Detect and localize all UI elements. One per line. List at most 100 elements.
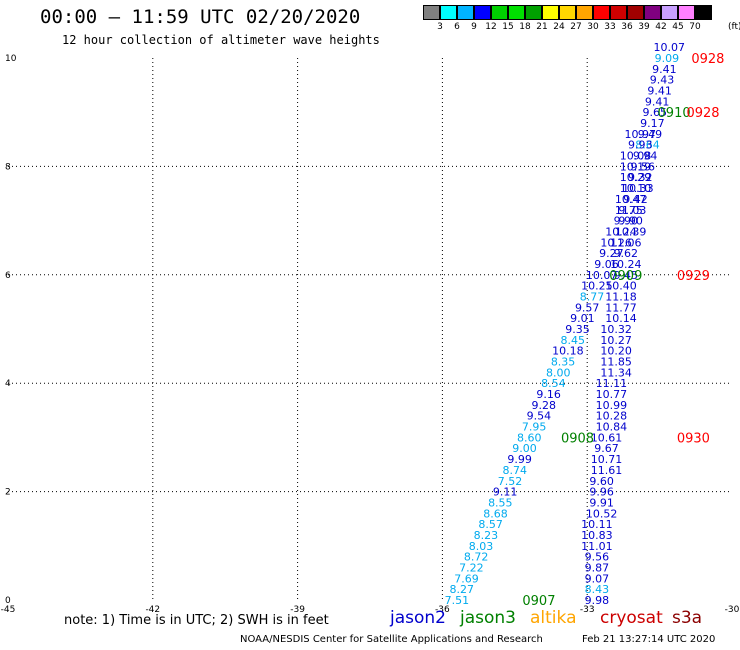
scale-cell (423, 5, 440, 20)
wave-height-label: 10.25 (581, 280, 613, 293)
wave-height-label: 10.18 (552, 345, 584, 358)
y-tick-label: 6 (5, 271, 11, 281)
scale-tick-label: 33 (604, 22, 616, 32)
wave-height-label: 10.77 (596, 388, 628, 401)
scale-tick-label: 45 (672, 22, 684, 32)
scale-cell (542, 5, 559, 20)
note-text: note: 1) Time is in UTC; 2) SWH is in fe… (64, 613, 329, 628)
wave-height-label: 7.51 (445, 594, 470, 607)
scale-cell (661, 5, 678, 20)
wave-height-label: 9.67 (594, 442, 619, 455)
wave-height-label: 9.99 (507, 453, 532, 466)
scale-tick-label: 39 (638, 22, 650, 32)
wave-height-label: 9.60 (589, 475, 614, 488)
wave-height-label: 10.40 (605, 280, 637, 293)
page-title: 00:00 – 11:59 UTC 02/20/2020 (40, 6, 361, 28)
wave-height-label: 8.27 (449, 583, 474, 596)
x-tick-label: -45 (1, 605, 16, 615)
scale-cell (644, 5, 661, 20)
wave-height-label: 9.00 (512, 442, 537, 455)
legend-jason3: jason3 (460, 608, 516, 628)
wave-height-label: 9.07 (585, 572, 610, 585)
time-label: 0930 (677, 431, 710, 446)
wave-height-label: 10.10 (620, 182, 652, 195)
wave-height-label: 8.57 (478, 518, 503, 531)
wave-height-label: 9.06 (594, 258, 619, 271)
x-tick-label: -39 (290, 605, 305, 615)
wave-height-label: 9.49 (638, 128, 663, 141)
wave-height-label: 10.26 (600, 236, 632, 249)
wave-height-label: 8.00 (546, 366, 571, 379)
scale-tick-label: 70 (689, 22, 701, 32)
wave-height-label: 9.87 (585, 561, 610, 574)
wave-height-label: 10.19 (620, 160, 652, 173)
scale-cell (678, 5, 695, 20)
wave-height-label: 9.98 (585, 594, 610, 607)
wave-height-label: 9.43 (650, 74, 675, 87)
wave-height-label: 9.75 (618, 204, 643, 217)
wave-height-label: 10.71 (591, 453, 623, 466)
wave-height-label: 10.24 (610, 258, 642, 271)
x-tick-label: -42 (145, 605, 160, 615)
wave-height-label: 10.29 (620, 171, 652, 184)
wave-height-label: 8.55 (488, 496, 513, 509)
scale-cell (695, 5, 712, 20)
wave-height-label: 9.91 (589, 496, 614, 509)
wave-height-label: 9.41 (645, 95, 670, 108)
wave-height-label: 9.56 (585, 551, 610, 564)
wave-height-label: 9.96 (589, 486, 614, 499)
x-tick-label: -33 (580, 605, 595, 615)
wave-height-label: 8.72 (464, 551, 489, 564)
wave-height-label: 10.08 (620, 150, 652, 163)
y-tick-label: 10 (5, 54, 17, 64)
scale-cell (593, 5, 610, 20)
page-subtitle: 12 hour collection of altimeter wave hei… (62, 33, 380, 47)
wave-height-label: 10.99 (596, 399, 628, 412)
wave-height-label: 9.32 (628, 171, 653, 184)
wave-height-label: 7.95 (522, 421, 547, 434)
x-tick-label: -30 (725, 605, 740, 615)
wave-height-label: 9.11 (493, 486, 518, 499)
scale-cell (457, 5, 474, 20)
wave-height-label: 10.28 (596, 410, 628, 423)
scale-cell (610, 5, 627, 20)
legend-jason2: jason2 (390, 608, 446, 628)
time-label: 0928 (686, 106, 719, 121)
scale-cell (525, 5, 542, 20)
wave-height-label: 11.34 (600, 366, 632, 379)
wave-height-label: 9.28 (532, 399, 557, 412)
wave-height-label: 9.65 (643, 106, 668, 119)
wave-height-label: 10.20 (600, 345, 632, 358)
wave-height-label: 8.35 (551, 356, 576, 369)
wave-height-label: 9.42 (623, 193, 648, 206)
wave-height-label: 11.03 (615, 204, 647, 217)
scale-tick-label: 6 (454, 22, 460, 32)
legend-s3a: s3a (672, 608, 703, 628)
wave-height-label: 10.27 (600, 334, 632, 347)
legend-altika: altika (530, 608, 577, 628)
scale-tick-label: 42 (655, 22, 667, 32)
wave-height-label: 9.35 (565, 323, 590, 336)
wave-height-label: 10.11 (581, 518, 613, 531)
wave-height-label: 9.41 (647, 85, 672, 98)
time-label: 0928 (691, 52, 724, 67)
wave-height-label: 10.97 (625, 128, 657, 141)
scale-cell (491, 5, 508, 20)
footer-timestamp: Feb 21 13:27:14 UTC 2020 (582, 634, 716, 645)
wave-height-label: 9.94 (633, 150, 658, 163)
scale-tick-label: 18 (519, 22, 531, 32)
y-tick-label: 8 (5, 162, 11, 172)
scale-unit-label: (ft) (728, 22, 740, 32)
time-label: 0909 (609, 269, 642, 284)
wave-height-label: 11.01 (581, 540, 613, 553)
wave-height-label: 10.84 (596, 421, 628, 434)
wave-height-label: 9.27 (599, 247, 624, 260)
wave-height-label: 9.62 (614, 247, 639, 260)
legend-cryosat: cryosat (600, 608, 663, 628)
time-label: 0910 (658, 106, 691, 121)
time-label: 0929 (677, 269, 710, 284)
wave-height-label: 10.61 (591, 431, 623, 444)
wave-height-label: 9.56 (630, 160, 655, 173)
y-tick-label: 4 (5, 379, 11, 389)
